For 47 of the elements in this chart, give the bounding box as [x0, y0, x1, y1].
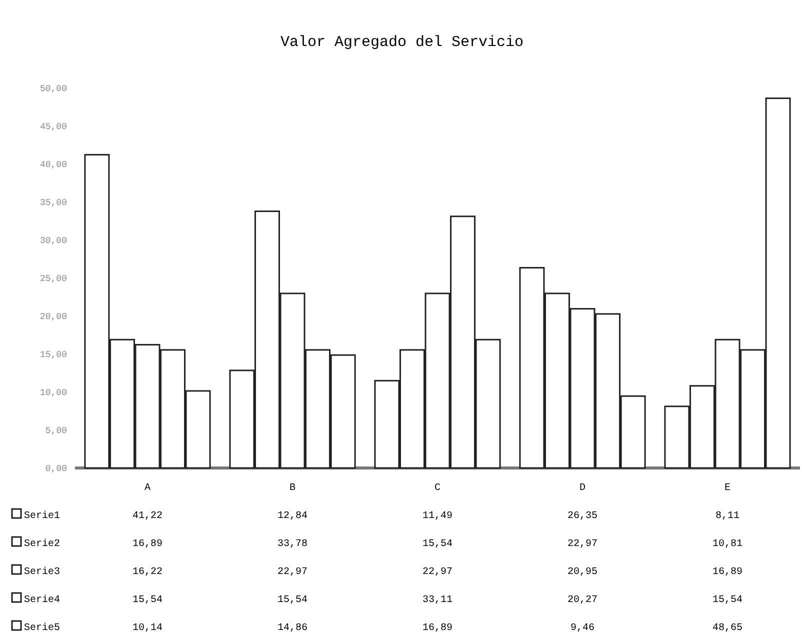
- y-tick-label: 20,00: [40, 312, 67, 322]
- data-label: 26,35: [567, 511, 598, 522]
- x-tick-label: B: [289, 483, 296, 494]
- y-tick-label: 30,00: [40, 236, 67, 246]
- data-label: 16,89: [422, 623, 453, 634]
- data-label: 14,86: [277, 623, 308, 634]
- data-label: 15,54: [132, 595, 163, 606]
- data-label: 22,97: [567, 539, 598, 550]
- x-tick-label: D: [579, 483, 586, 494]
- y-tick-label: 35,00: [40, 198, 67, 208]
- legend-label: Serie1: [24, 510, 60, 522]
- x-tick-label: A: [144, 483, 151, 494]
- y-tick-label: 5,00: [45, 426, 67, 436]
- data-label: 22,97: [277, 567, 308, 578]
- data-label: 22,97: [422, 567, 453, 578]
- data-label: 11,49: [422, 511, 453, 522]
- data-label: 33,78: [277, 539, 308, 550]
- data-label: 16,22: [132, 567, 163, 578]
- y-tick-label: 45,00: [40, 122, 67, 132]
- legend-label: Serie3: [24, 566, 60, 578]
- y-tick-label: 15,00: [40, 350, 67, 360]
- y-tick-label: 40,00: [40, 160, 67, 170]
- data-label: 48,65: [712, 623, 743, 634]
- data-label: 10,14: [132, 623, 163, 634]
- data-label: 33,11: [422, 595, 453, 606]
- legend-label: Serie2: [24, 538, 60, 550]
- x-tick-label: C: [434, 483, 441, 494]
- legend-label: Serie4: [24, 594, 60, 606]
- data-label: 15,54: [712, 595, 743, 606]
- data-label: 8,11: [715, 511, 740, 522]
- y-tick-label: 10,00: [40, 388, 67, 398]
- legend-label: Serie5: [24, 622, 60, 634]
- data-label: 12,84: [277, 511, 308, 522]
- data-label: 10,81: [712, 539, 743, 550]
- data-label: 20,27: [567, 595, 598, 606]
- data-label: 9,46: [570, 623, 595, 634]
- data-label: 16,89: [712, 567, 743, 578]
- y-tick-label: 0,00: [45, 464, 67, 474]
- x-tick-label: E: [724, 483, 731, 494]
- data-label: 41,22: [132, 511, 163, 522]
- chart-title: Valor Agregado del Servicio: [280, 34, 524, 51]
- data-label: 16,89: [132, 539, 163, 550]
- y-tick-label: 50,00: [40, 84, 67, 94]
- y-tick-label: 25,00: [40, 274, 67, 284]
- data-label: 15,54: [422, 539, 453, 550]
- data-label: 15,54: [277, 595, 308, 606]
- data-label: 20,95: [567, 567, 598, 578]
